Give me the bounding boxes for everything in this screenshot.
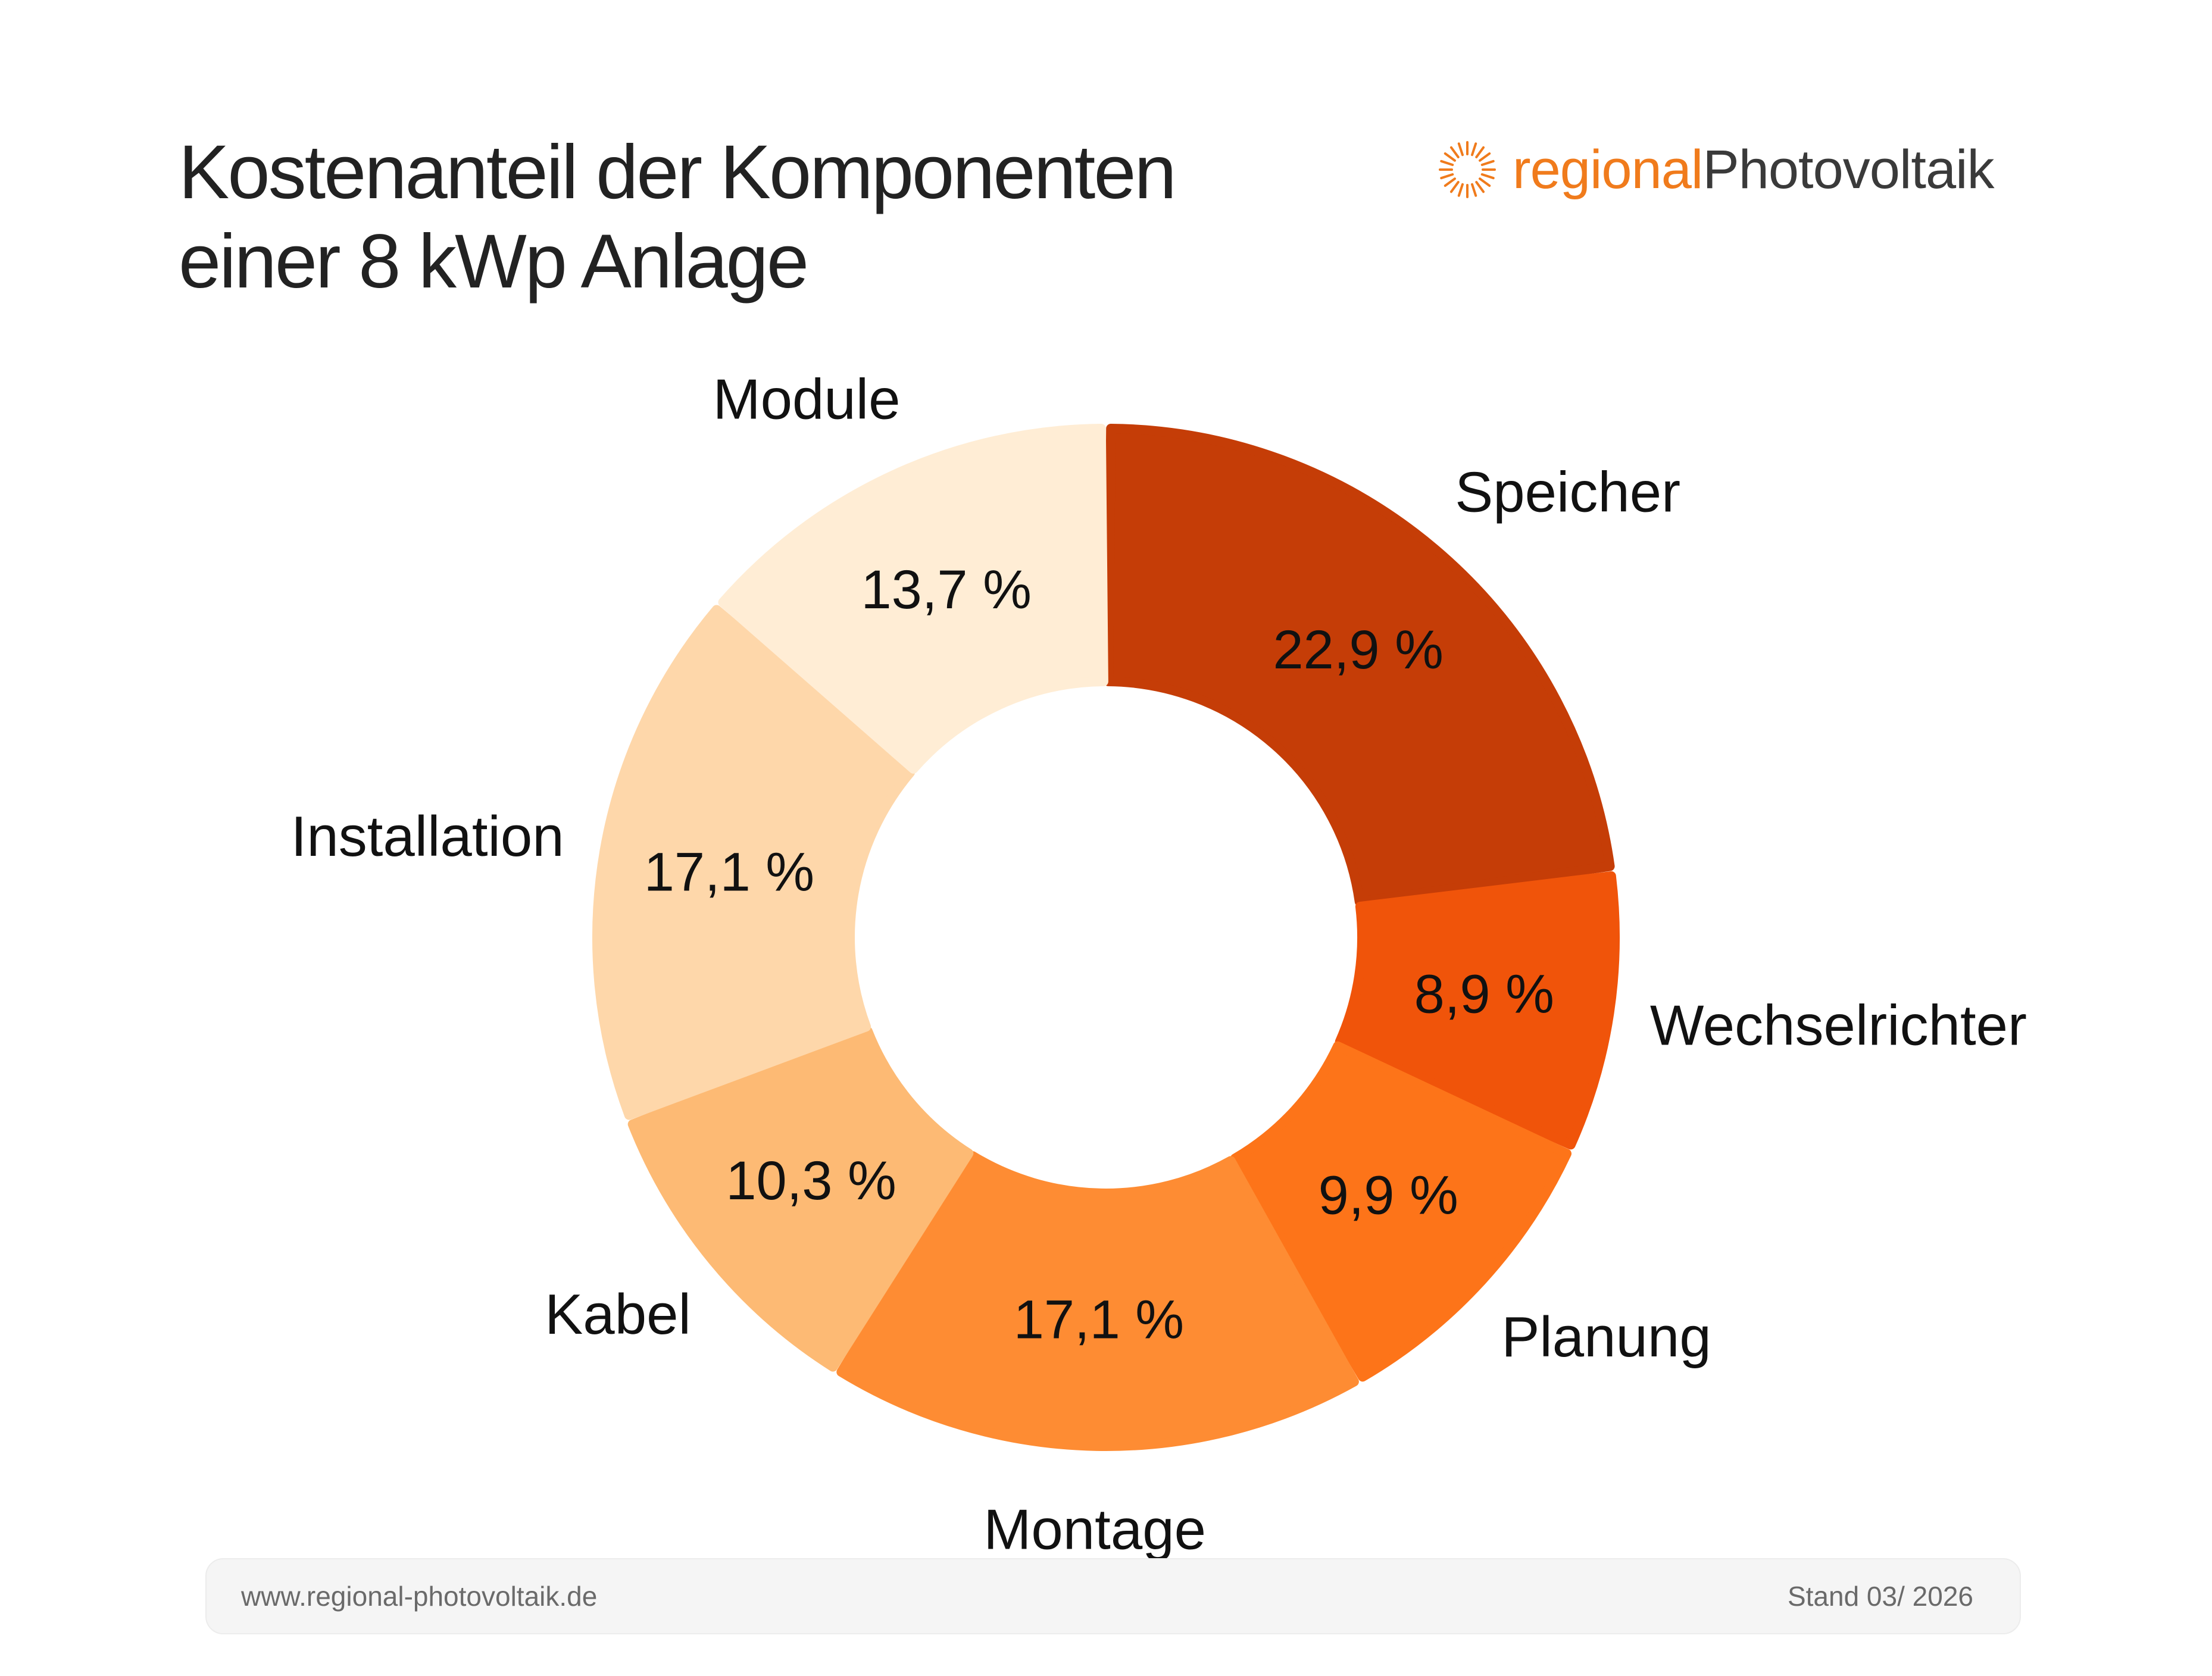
sun-ray — [1457, 142, 1464, 157]
sun-ray — [1449, 146, 1460, 158]
category-label-module: Module — [713, 367, 901, 431]
value-label-speicher: 22,9 % — [1273, 620, 1443, 680]
sun-ray — [1479, 152, 1491, 162]
sun-ray — [1475, 146, 1485, 158]
slice-module — [718, 424, 1108, 774]
footer-bar: www.regional-photovoltaik.de Stand 03/ 2… — [205, 1558, 2021, 1634]
category-label-wechselrichter: Wechselrichter — [1650, 994, 2027, 1058]
sun-ray — [1444, 152, 1456, 162]
sun-ray — [1449, 181, 1460, 193]
logo-wordmark: regionalPhotovoltaik — [1513, 134, 1995, 205]
chart-title-line-2: einer 8 kWp Anlage — [179, 219, 809, 304]
sun-ray — [1480, 173, 1495, 180]
sun-ray — [1480, 160, 1495, 166]
sun-ray — [1475, 181, 1485, 193]
category-label-kabel: Kabel — [545, 1283, 691, 1346]
slice-kabel — [627, 1026, 974, 1372]
value-label-module: 13,7 % — [861, 559, 1031, 620]
sun-ray — [1440, 173, 1454, 180]
sun-ray — [1444, 177, 1456, 187]
slice-wechselrichter — [1335, 871, 1620, 1150]
sun-ray — [1471, 142, 1477, 157]
value-label-kabel: 10,3 % — [726, 1150, 896, 1211]
footer-date: Stand 03/ 2026 — [1787, 1581, 1973, 1612]
sun-ray — [1440, 160, 1454, 166]
chart-title-line-1: Kostenanteil der Komponenten — [179, 130, 1177, 215]
category-label-installation: Installation — [291, 805, 564, 868]
slice-planung — [1230, 1041, 1571, 1382]
logo-wordmark-photovoltaik: Photovoltaik — [1702, 139, 1994, 200]
footer-url: www.regional-photovoltaik.de — [241, 1581, 598, 1612]
sun-ray — [1471, 183, 1477, 197]
slice-montage — [836, 1151, 1359, 1451]
category-label-montage: Montage — [983, 1497, 1206, 1561]
slice-installation — [592, 605, 915, 1120]
chart-title: Kostenanteil der Komponenten einer 8 kWp… — [179, 128, 1177, 307]
logo-wordmark-regional: regional — [1513, 139, 1703, 200]
value-label-wechselrichter: 8,9 % — [1414, 964, 1554, 1025]
value-label-planung: 9,9 % — [1319, 1165, 1458, 1226]
brand-logo: regionalPhotovoltaik — [1432, 134, 1995, 205]
value-label-montage: 17,1 % — [1014, 1289, 1184, 1350]
sun-ray — [1457, 183, 1464, 197]
category-label-planung: Planung — [1501, 1305, 1711, 1369]
slice-speicher — [1104, 424, 1615, 906]
sun-ray — [1479, 177, 1491, 187]
category-label-speicher: Speicher — [1455, 461, 1680, 524]
value-label-installation: 17,1 % — [644, 842, 814, 902]
sun-icon — [1439, 141, 1496, 198]
